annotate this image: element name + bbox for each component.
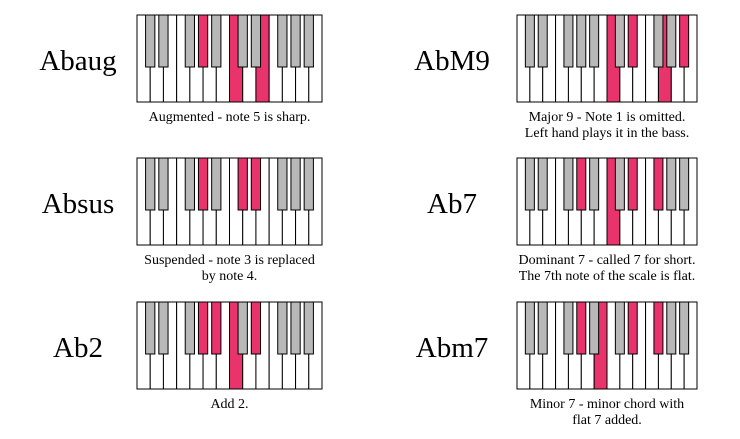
- black-key: [614, 301, 625, 355]
- black-key: [184, 14, 195, 68]
- black-key: [679, 301, 690, 355]
- chord-name: Abaug: [39, 45, 116, 77]
- black-key: [576, 157, 587, 211]
- black-key: [653, 301, 664, 355]
- chord-caption: The 7th note of the scale is flat.: [519, 269, 696, 284]
- black-key: [197, 301, 209, 355]
- black-key: [537, 14, 548, 68]
- black-key: [653, 157, 664, 211]
- black-key: [145, 14, 156, 68]
- black-key: [589, 301, 600, 355]
- black-key: [290, 301, 301, 355]
- black-key: [290, 157, 301, 211]
- black-key: [576, 14, 587, 68]
- black-key: [303, 157, 314, 211]
- black-key: [184, 157, 195, 211]
- black-key: [537, 157, 548, 211]
- black-key: [614, 157, 625, 211]
- black-key: [158, 14, 169, 68]
- black-key: [237, 157, 248, 211]
- black-key: [237, 14, 248, 68]
- black-key: [589, 157, 600, 211]
- black-key: [145, 301, 156, 355]
- black-key: [277, 157, 288, 211]
- chord-name: AbM9: [414, 45, 490, 77]
- keyboard: [136, 301, 323, 390]
- black-key: [197, 157, 209, 211]
- black-key: [627, 14, 638, 68]
- chord-caption: Major 9 - Note 1 is omitted.: [529, 110, 686, 125]
- chord-caption: Minor 7 - minor chord with: [530, 397, 684, 412]
- black-key: [303, 14, 314, 68]
- black-key: [679, 14, 690, 68]
- chord-caption: by note 4.: [202, 269, 258, 284]
- black-key: [627, 301, 638, 355]
- chord-caption: Suspended - note 3 is replaced: [144, 253, 315, 268]
- black-key: [666, 301, 677, 355]
- chord-caption: Augmented - note 5 is sharp.: [149, 110, 311, 125]
- black-key: [524, 301, 535, 355]
- black-key: [524, 14, 535, 68]
- black-key: [250, 14, 262, 68]
- keyboard: [516, 301, 698, 390]
- black-key: [211, 14, 222, 68]
- chord-name: Absus: [42, 188, 115, 220]
- black-key: [290, 14, 301, 68]
- black-key: [303, 301, 314, 355]
- black-key: [666, 157, 677, 211]
- keyboard: [136, 14, 323, 103]
- black-key: [158, 157, 169, 211]
- black-key: [576, 301, 587, 355]
- black-key: [250, 301, 262, 355]
- keyboard: [516, 157, 698, 246]
- black-key: [197, 14, 209, 68]
- black-key: [211, 301, 222, 355]
- black-key: [653, 14, 664, 68]
- chord-name: Abm7: [416, 332, 489, 364]
- keyboard: [516, 14, 698, 103]
- chord-caption: flat 7 added.: [572, 413, 642, 428]
- black-key: [627, 157, 638, 211]
- black-key: [277, 14, 288, 68]
- black-key: [537, 301, 548, 355]
- black-key: [679, 157, 690, 211]
- black-key: [158, 301, 169, 355]
- black-key: [524, 157, 535, 211]
- black-key: [666, 14, 677, 68]
- black-key: [145, 157, 156, 211]
- black-key: [614, 14, 625, 68]
- chord-caption: Dominant 7 - called 7 for short.: [519, 253, 696, 268]
- black-key: [184, 301, 195, 355]
- keyboard: [136, 157, 323, 246]
- chord-caption: Add 2.: [210, 397, 248, 412]
- black-key: [277, 301, 288, 355]
- black-key: [563, 14, 574, 68]
- black-key: [563, 157, 574, 211]
- black-key: [237, 301, 248, 355]
- chord-caption: Left hand plays it in the bass.: [525, 126, 689, 141]
- black-key: [211, 157, 222, 211]
- black-key: [563, 301, 574, 355]
- chord-name: Ab2: [53, 332, 103, 364]
- black-key: [589, 14, 600, 68]
- chord-name: Ab7: [427, 188, 477, 220]
- black-key: [250, 157, 262, 211]
